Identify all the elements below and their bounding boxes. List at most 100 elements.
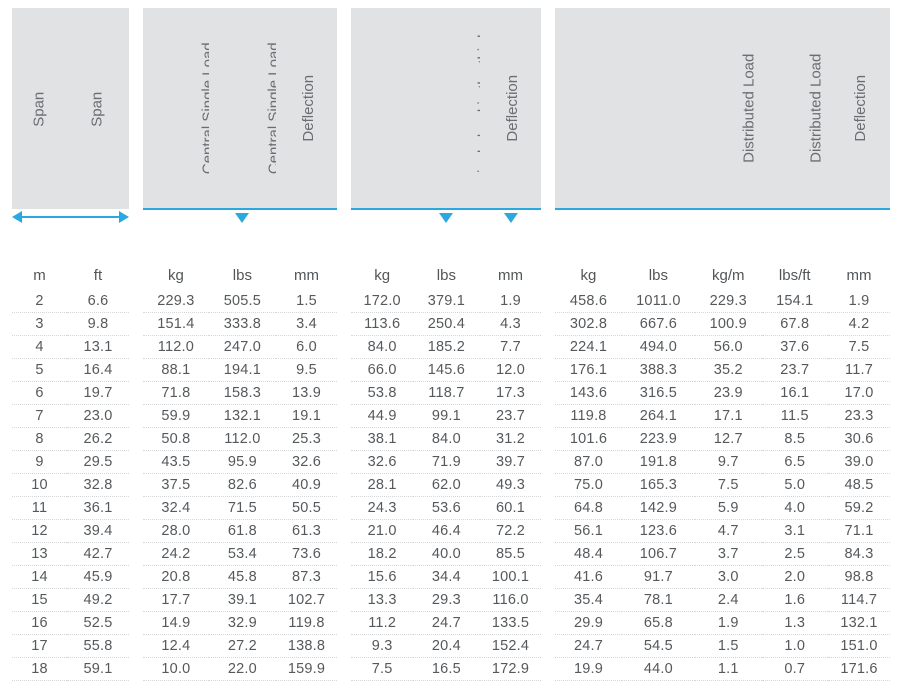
unit-label: lbs [209,240,275,290]
cell: 39.1 [209,589,275,612]
cell: 223.9 [622,428,695,451]
unit-label: lbs [622,240,695,290]
cell: 13.9 [276,382,338,405]
cell: 151.0 [828,635,890,658]
table-row: 1239.428.061.861.321.046.472.256.1123.64… [12,520,890,543]
cell: 24.3 [351,497,413,520]
header-label: Distributed Load [741,54,758,163]
cell: 71.1 [828,520,890,543]
cell: 28.0 [143,520,209,543]
col-header: Deflection [276,8,338,209]
cell: 119.8 [276,612,338,635]
cell: 154.1 [762,290,828,313]
cell: 39.7 [480,451,542,474]
cell: 46.4 [413,520,479,543]
cell: 17 [12,635,67,658]
gap [541,8,555,209]
cell: 32.8 [67,474,129,497]
cell: 4 [12,336,67,359]
cell: 55.8 [67,635,129,658]
cell: 13 [12,543,67,566]
header-label: Deflection [301,75,318,142]
cell: 50.5 [276,497,338,520]
cell: 13.1 [67,336,129,359]
cell: 71.5 [209,497,275,520]
cell: 24.7 [413,612,479,635]
table-row: 723.059.9132.119.144.999.123.7119.8264.1… [12,405,890,428]
cell: 388.3 [622,359,695,382]
cell: 3.7 [695,543,761,566]
cell: 1.5 [695,635,761,658]
cell: 45.8 [209,566,275,589]
cell: 88.1 [143,359,209,382]
cell: 32.6 [276,451,338,474]
cell: 138.8 [276,635,338,658]
cell: 18.2 [351,543,413,566]
cell: 45.9 [67,566,129,589]
cell: 2.0 [762,566,828,589]
cell: 667.6 [622,313,695,336]
cell: 84.0 [351,336,413,359]
cell: 3 [12,313,67,336]
cell: 191.8 [622,451,695,474]
cell: 100.1 [480,566,542,589]
table-row: 619.771.8158.313.953.8118.717.3143.6316.… [12,382,890,405]
cell: 1.9 [828,290,890,313]
cell: 65.8 [622,612,695,635]
cell: 4.3 [480,313,542,336]
cell: 62.0 [413,474,479,497]
cell: 22.0 [209,658,275,681]
cell: 29.9 [555,612,621,635]
cell: 247.0 [209,336,275,359]
cell: 39.0 [828,451,890,474]
cell: 151.4 [143,313,209,336]
cell: 3.1 [762,520,828,543]
cell: 23.7 [762,359,828,382]
cell: 19.9 [555,658,621,681]
col-header: single load in the third points [413,8,479,209]
gap [129,8,143,209]
cell: 23.0 [67,405,129,428]
table-row: 413.1112.0247.06.084.0185.27.7224.1494.0… [12,336,890,359]
cell: 78.1 [622,589,695,612]
cell: 116.0 [480,589,542,612]
cell: 28.1 [351,474,413,497]
cell: 7.5 [695,474,761,497]
cell: 23.7 [480,405,542,428]
cell: 38.1 [351,428,413,451]
cell: 19.1 [276,405,338,428]
cell: 114.7 [828,589,890,612]
cell: 142.9 [622,497,695,520]
col-header: Deflection [480,8,542,209]
cell: 316.5 [622,382,695,405]
cell: 106.7 [622,543,695,566]
data-body: 26.6229.3505.51.5172.0379.11.9458.61011.… [12,290,890,681]
cell: 23.9 [695,382,761,405]
cell: 24.7 [555,635,621,658]
table-row: 1549.217.739.1102.713.329.3116.035.478.1… [12,589,890,612]
cell: 87.3 [276,566,338,589]
cell: 302.8 [555,313,621,336]
cell: 7.5 [351,658,413,681]
cell: 4.7 [695,520,761,543]
cell: 229.3 [143,290,209,313]
cell: 333.8 [209,313,275,336]
cell: 194.1 [209,359,275,382]
unit-label: kg [351,240,413,290]
cell: 112.0 [209,428,275,451]
cell: 5.0 [762,474,828,497]
cell: 494.0 [622,336,695,359]
unit-label: mm [276,240,338,290]
cell: 185.2 [413,336,479,359]
cell: 85.5 [480,543,542,566]
cell: 40.9 [276,474,338,497]
cell: 9.7 [695,451,761,474]
unit-label: lbs/ft [762,240,828,290]
cell: 42.7 [67,543,129,566]
cell: 6.5 [762,451,828,474]
cell: 158.3 [209,382,275,405]
cell: 84.0 [413,428,479,451]
cell: 15.6 [351,566,413,589]
cell: 12 [12,520,67,543]
cell: 39.4 [67,520,129,543]
